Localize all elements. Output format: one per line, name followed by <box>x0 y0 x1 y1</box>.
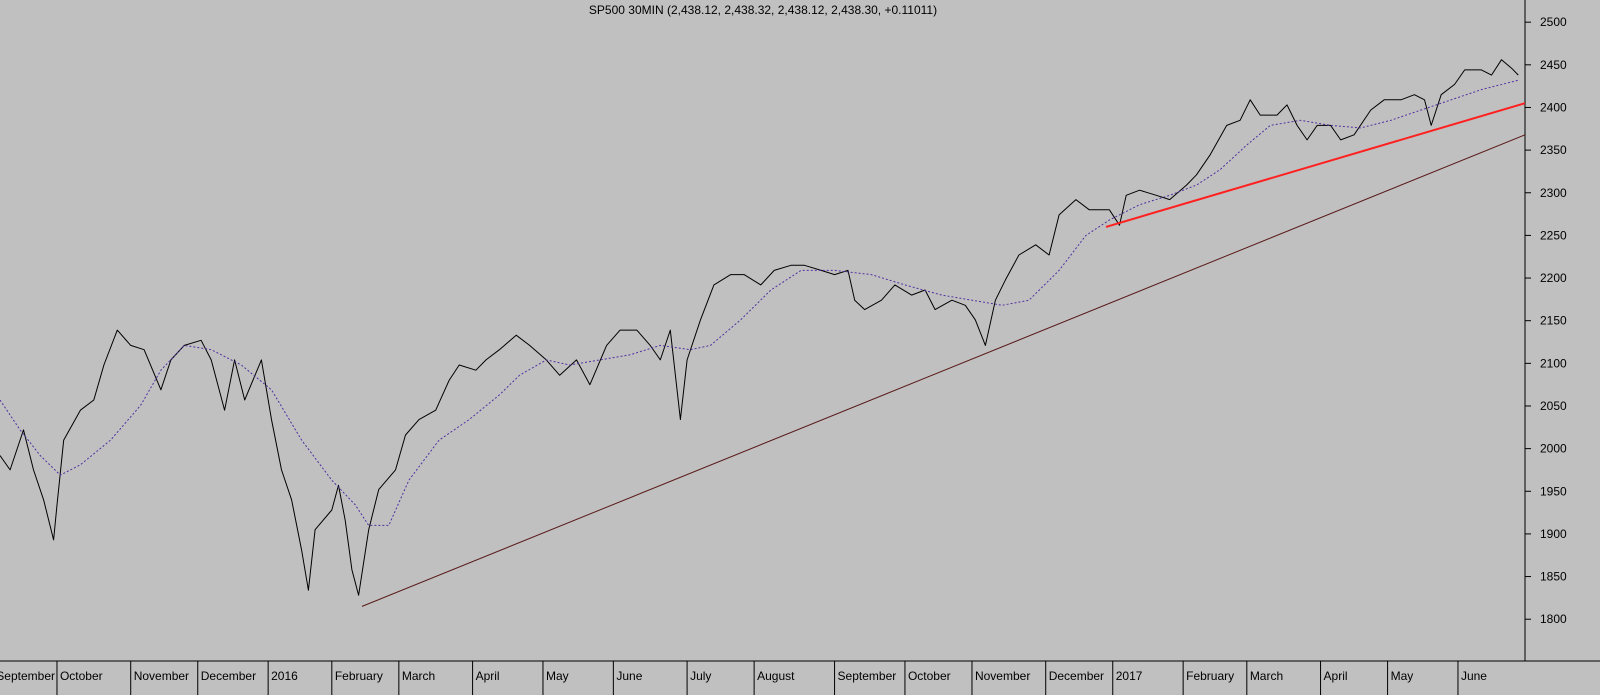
plot-area: September October November December 2016 Febr… <box>0 59 1525 695</box>
y-tick-label: 2150 <box>1540 314 1567 328</box>
x-tick-label: October <box>908 669 951 683</box>
x-tick-label: April <box>476 669 500 683</box>
y-tick-label: 1800 <box>1540 612 1567 626</box>
x-tick-label: December <box>1049 669 1104 683</box>
x-tick-label: September <box>838 669 897 683</box>
y-tick-label: 2250 <box>1540 228 1567 242</box>
y-tick-label: 1900 <box>1540 527 1567 541</box>
chart-title: SP500 30MIN (2,438.12, 2,438.32, 2,438.1… <box>589 3 937 17</box>
x-tick-label: June <box>616 669 642 683</box>
y-tick-label: 2500 <box>1540 15 1567 29</box>
y-tick-label: 1850 <box>1540 570 1567 584</box>
x-tick-label: December <box>201 669 256 683</box>
x-tick-label: 2017 <box>1116 669 1143 683</box>
y-tick-label: 2350 <box>1540 143 1567 157</box>
x-tick-label: February <box>1186 669 1234 683</box>
series-line <box>1105 102 1525 228</box>
y-tick-label: 2200 <box>1540 271 1567 285</box>
x-tick-label: May <box>546 669 569 683</box>
y-tick-label: 2000 <box>1540 442 1567 456</box>
x-tick-label: April <box>1324 669 1348 683</box>
x-tick-label: June <box>1461 669 1487 683</box>
x-tick-label: September <box>0 669 55 683</box>
y-tick-label: 2050 <box>1540 399 1567 413</box>
x-tick-label: February <box>335 669 383 683</box>
x-tick-label: November <box>975 669 1030 683</box>
series-line <box>361 134 1525 607</box>
x-tick-label: 2016 <box>271 669 298 683</box>
y-tick-label: 2450 <box>1540 58 1567 72</box>
x-tick-label: May <box>1391 669 1414 683</box>
series-line <box>0 59 1519 596</box>
x-tick-label: November <box>134 669 189 683</box>
x-tick-label: March <box>402 669 435 683</box>
series-line <box>0 79 1519 526</box>
y-tick-label: 2300 <box>1540 186 1567 200</box>
y-tick-label: 2100 <box>1540 356 1567 370</box>
x-tick-label: March <box>1250 669 1283 683</box>
x-tick-label: July <box>690 669 711 683</box>
y-tick-label: 2400 <box>1540 100 1567 114</box>
y-tick-label: 1950 <box>1540 484 1567 498</box>
x-tick-label: August <box>757 669 795 683</box>
x-tick-label: October <box>60 669 103 683</box>
